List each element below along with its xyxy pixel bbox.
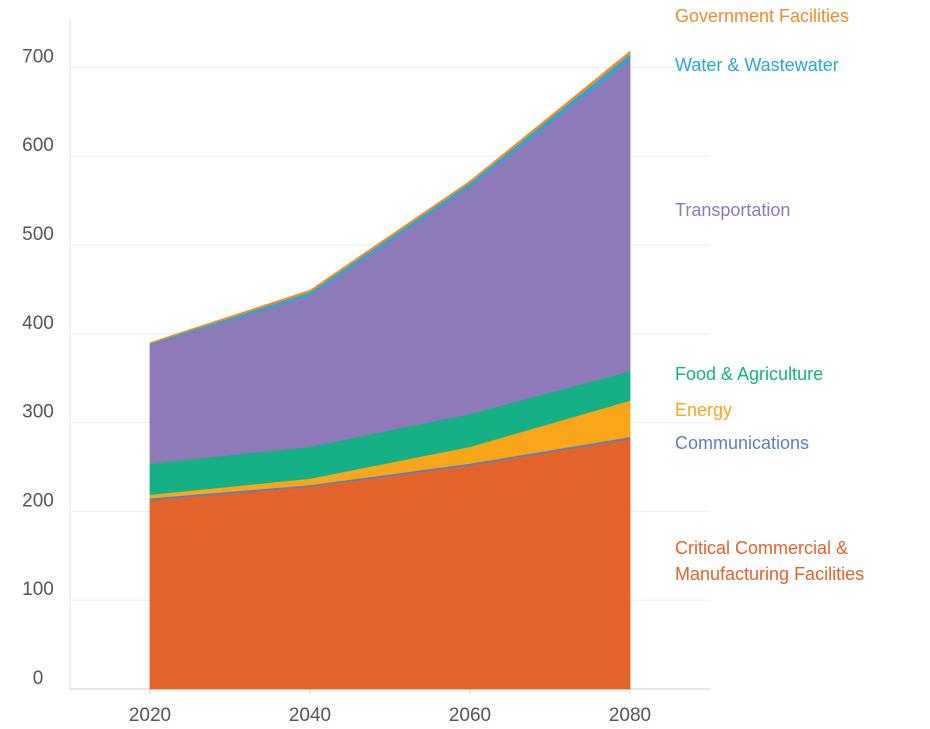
legend-label: Energy: [675, 400, 733, 420]
area: [149, 50, 631, 345]
x-tick-label: 2040: [289, 705, 331, 726]
y-tick-label: 100: [22, 579, 54, 600]
y-tick-label: 200: [22, 490, 54, 511]
x-tick-label: 2060: [449, 705, 491, 726]
legend-label: Critical Commercial & Manufacturing Faci…: [675, 538, 865, 584]
y-tick-label: 500: [22, 224, 54, 245]
y-tick-label: 700: [22, 46, 54, 67]
y-tick-label: 600: [22, 135, 54, 156]
y-tick-label: 0: [33, 668, 44, 689]
x-tick-label: 2020: [129, 705, 171, 726]
y-tick-label: 400: [22, 313, 54, 334]
y-tick-label: 300: [22, 402, 54, 423]
legend-label: Water & Wastewater: [675, 55, 839, 75]
legend-label: Government Facilities: [675, 6, 850, 26]
legend-label: Transportation: [675, 200, 791, 220]
legend-label: Communications: [675, 433, 810, 453]
legend-label: Food & Agriculture: [675, 364, 824, 384]
x-tick-label: 2080: [609, 705, 651, 726]
